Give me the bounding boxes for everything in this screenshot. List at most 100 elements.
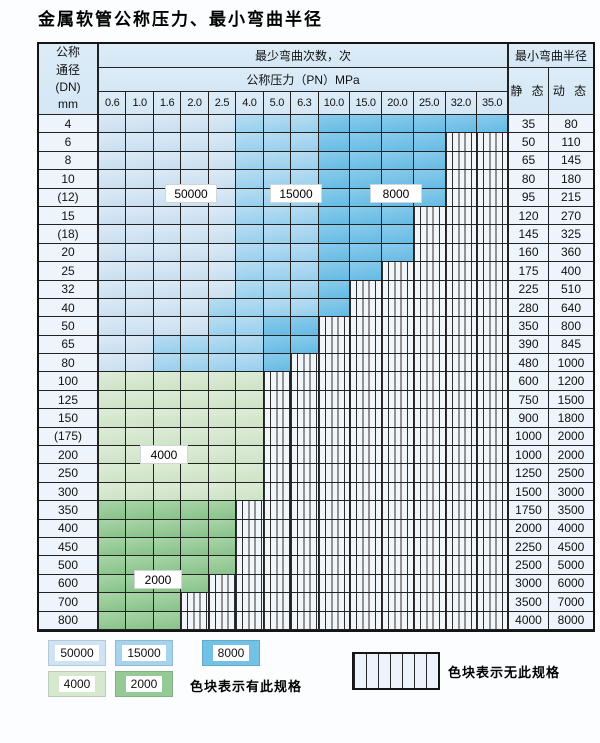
- spec-cell: [181, 519, 209, 538]
- no-spec-cell: [263, 537, 292, 557]
- spec-cell: [153, 133, 182, 152]
- spec-cell: [208, 427, 237, 447]
- no-spec-cell: [291, 482, 319, 502]
- spec-cell: [99, 372, 127, 391]
- dn-cell: 300: [39, 482, 99, 502]
- spec-cell: [99, 446, 127, 465]
- dynamic-radius-value: 110: [549, 133, 593, 152]
- no-spec-cell: [181, 611, 209, 630]
- no-spec-cell: [445, 409, 478, 428]
- dn-cell: 125: [39, 390, 99, 410]
- no-spec-cell: [445, 482, 478, 502]
- spec-cell: [318, 188, 351, 207]
- no-spec-cell: [263, 611, 292, 630]
- spec-cell: [236, 372, 264, 391]
- no-spec-cell: [413, 262, 446, 281]
- pressure-col-header: 25.0: [413, 92, 446, 115]
- spec-cell: [236, 464, 264, 483]
- no-spec-cell: [291, 611, 319, 630]
- dn-cell: 250: [39, 464, 99, 483]
- spec-cell: [318, 280, 351, 299]
- spec-cell: [318, 151, 351, 171]
- spec-cell: [350, 170, 382, 189]
- spec-cell: [208, 317, 237, 336]
- no-spec-cell: [318, 446, 351, 465]
- no-spec-cell: [477, 446, 509, 465]
- bend-count-label: 8000: [370, 184, 422, 203]
- no-spec-cell: [477, 593, 509, 612]
- spec-cell: [208, 133, 237, 152]
- spec-cell: [126, 427, 154, 447]
- dn-cell: 100: [39, 372, 99, 391]
- static-radius-value: 175: [509, 262, 549, 281]
- spec-cell: [291, 151, 319, 171]
- pressure-col-header: 10.0: [318, 92, 351, 115]
- spec-cell: [126, 501, 154, 520]
- no-spec-cell: [291, 537, 319, 557]
- no-spec-cell: [445, 556, 478, 575]
- spec-cell: [153, 206, 182, 226]
- no-spec-cell: [413, 372, 446, 391]
- spec-cell: [236, 354, 264, 373]
- spec-cell: [208, 446, 237, 465]
- no-spec-cell: [413, 537, 446, 557]
- no-spec-cell: [477, 133, 509, 152]
- no-spec-cell: [382, 409, 414, 428]
- static-radius-value: 3500: [509, 593, 549, 612]
- no-spec-cell: [382, 464, 414, 483]
- no-spec-cell: [445, 188, 478, 207]
- no-spec-cell: [350, 446, 382, 465]
- static-radius-value: 3000: [509, 574, 549, 594]
- dn-cell: 200: [39, 446, 99, 465]
- static-radius-value: 1000: [509, 446, 549, 465]
- legend: 色块表示有此规格 色块表示无此规格 50000 15000 8000 4000 2000: [0, 632, 600, 743]
- spec-cell: [208, 243, 237, 263]
- no-spec-cell: [445, 427, 478, 447]
- legend-note-no-spec: 色块表示无此规格: [448, 665, 561, 680]
- no-spec-cell: [263, 482, 292, 502]
- spec-cell: [126, 482, 154, 502]
- static-radius-value: 50: [509, 133, 549, 152]
- no-spec-cell: [477, 354, 509, 373]
- no-spec-cell: [382, 280, 414, 299]
- dn-cell: (12): [39, 188, 99, 207]
- no-spec-cell: [208, 593, 237, 612]
- no-spec-cell: [263, 427, 292, 447]
- no-spec-cell: [413, 519, 446, 538]
- no-spec-cell: [291, 574, 319, 594]
- no-spec-cell: [236, 556, 264, 575]
- no-spec-cell: [263, 574, 292, 594]
- legend-swatch-4000: 4000: [48, 671, 106, 697]
- spec-cell: [350, 115, 382, 134]
- no-spec-cell: [382, 501, 414, 520]
- static-radius-value: 225: [509, 280, 549, 299]
- dn-cell: 65: [39, 335, 99, 355]
- spec-cell: [181, 317, 209, 336]
- dn-cell: 50: [39, 317, 99, 336]
- no-spec-cell: [477, 262, 509, 281]
- spec-cell: [126, 611, 154, 630]
- spec-cell: [126, 206, 154, 226]
- spec-cell: [126, 372, 154, 391]
- static-column-header: 静 态: [509, 68, 549, 115]
- spec-cell: [99, 464, 127, 483]
- spec-cell: [153, 482, 182, 502]
- no-spec-cell: [445, 335, 478, 355]
- pressure-col-header: 2.5: [208, 92, 237, 115]
- spec-cell: [413, 115, 446, 134]
- spec-cell: [153, 262, 182, 281]
- spec-cell: [236, 225, 264, 244]
- dynamic-radius-value: 2000: [549, 446, 593, 465]
- spec-cell: [99, 262, 127, 281]
- spec-cell: [153, 464, 182, 483]
- dynamic-radius-value: 2500: [549, 464, 593, 483]
- no-spec-cell: [236, 537, 264, 557]
- no-spec-cell: [318, 537, 351, 557]
- spec-cell: [413, 151, 446, 171]
- no-spec-cell: [413, 354, 446, 373]
- spec-table: 公称 通径 (DN) mm 最少弯曲次数，次 最小弯曲半径 公称压力（PN）MPa 静…: [37, 42, 595, 632]
- dn-cell: 600: [39, 574, 99, 594]
- spec-cell: [350, 243, 382, 263]
- spec-cell: [208, 115, 237, 134]
- spec-cell: [236, 298, 264, 318]
